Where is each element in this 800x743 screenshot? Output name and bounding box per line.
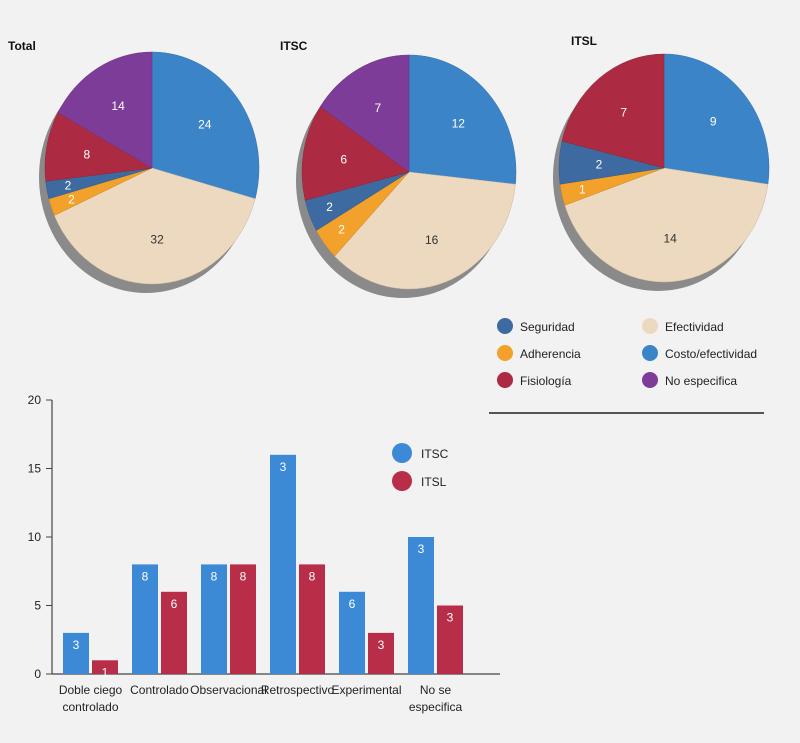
x-category-label: Experimental bbox=[331, 683, 401, 697]
x-category-label: Doble ciego controlado bbox=[59, 683, 123, 714]
y-ticks: 0 5 10 15 20 bbox=[28, 393, 52, 681]
bar-data-label: 6 bbox=[349, 597, 356, 611]
bar-data-label: 8 bbox=[240, 569, 247, 583]
bar-data-label: 3 bbox=[418, 542, 425, 556]
pie-title-total: Total bbox=[8, 39, 36, 53]
bar-data-label: 8 bbox=[309, 569, 316, 583]
pie-slice-label: 2 bbox=[338, 223, 345, 237]
bar-itsc bbox=[408, 537, 434, 674]
pie-slice-label: 14 bbox=[111, 99, 125, 113]
pie-slice-costo bbox=[663, 53, 770, 185]
pie-slice-noespecifica bbox=[319, 54, 410, 173]
bar-legend-label-itsl: ITSL bbox=[421, 475, 447, 489]
pie-legend: Seguridad Efectividad Adherencia Costo/e… bbox=[489, 318, 764, 414]
pie-slice-label: 24 bbox=[198, 117, 212, 131]
y-tick-label: 20 bbox=[28, 393, 42, 407]
pie-itsl: 9 14 12 7 bbox=[553, 53, 770, 291]
legend-swatch-efectividad bbox=[642, 318, 658, 334]
bar-data-label: 3 bbox=[280, 460, 287, 474]
pie-total: 24 32 22 8 14 bbox=[39, 51, 260, 293]
pie-title-itsl: ITSL bbox=[571, 34, 597, 48]
pie-itsc: 12 16 22 6 7 bbox=[296, 54, 517, 298]
bar-itsl bbox=[161, 591, 187, 674]
bar-itsc bbox=[63, 632, 89, 674]
pie-slice-label: 14 bbox=[664, 231, 678, 245]
x-category-label: Retrospectivo bbox=[261, 683, 335, 697]
legend-label-costo: Costo/efectividad bbox=[665, 347, 757, 361]
bar-data-label: 3 bbox=[378, 638, 385, 652]
x-categories: Doble ciego controlado Controlado Observaci… bbox=[59, 683, 463, 714]
bar-data-label: 8 bbox=[211, 569, 218, 583]
legend-swatch-costo bbox=[642, 345, 658, 361]
pie-slice-label: 7 bbox=[620, 105, 627, 119]
x-category-label: Controlado bbox=[130, 683, 189, 697]
pie-slice-label: 1 bbox=[579, 183, 586, 197]
x-category-label: Observacional bbox=[190, 683, 267, 697]
legend-label-adherencia: Adherencia bbox=[520, 347, 581, 361]
bar-data-label: 6 bbox=[171, 597, 178, 611]
bar-legend-swatch-itsc bbox=[392, 443, 412, 463]
bar-itsl bbox=[368, 632, 394, 674]
pie-slice-costo bbox=[151, 51, 260, 200]
pie-slice-label: 16 bbox=[425, 233, 439, 247]
legend-label-seguridad: Seguridad bbox=[520, 320, 575, 334]
x-category-label: No se especifica bbox=[409, 683, 463, 714]
legend-label-fisiologia: Fisiología bbox=[520, 374, 572, 388]
bar-legend-label-itsc: ITSC bbox=[421, 447, 449, 461]
legend-swatch-noespecifica bbox=[642, 372, 658, 388]
pie-slice-efectividad bbox=[564, 167, 769, 283]
pie-slice-noespecifica bbox=[57, 51, 153, 169]
y-tick-label: 0 bbox=[34, 667, 41, 681]
pie-slice-label: 6 bbox=[340, 152, 347, 166]
bar-itsl bbox=[299, 564, 325, 674]
bar-data-label: 8 bbox=[142, 569, 149, 583]
bar-data-label: 1 bbox=[102, 665, 109, 679]
bar-data-label: 3 bbox=[447, 611, 454, 625]
bar-legend-swatch-itsl bbox=[392, 471, 412, 491]
pie-slice-label: 2 bbox=[68, 192, 75, 206]
y-tick-label: 5 bbox=[34, 599, 41, 613]
y-tick-label: 10 bbox=[28, 530, 42, 544]
pie-slice-label: 7 bbox=[375, 101, 382, 115]
pie-slice-label: 32 bbox=[150, 233, 164, 247]
pie-slice-fisiologia bbox=[561, 53, 665, 169]
bar-legend: ITSC ITSL bbox=[392, 443, 449, 491]
bar-itsc bbox=[270, 454, 296, 674]
legend-label-noespecifica: No especifica bbox=[665, 374, 737, 388]
pie-title-itsc: ITSC bbox=[280, 39, 308, 53]
bar-data-label: 3 bbox=[73, 638, 80, 652]
pie-slice-costo bbox=[408, 54, 517, 185]
pie-slice-label: 9 bbox=[710, 115, 717, 129]
bar-marks: 3 1 8 6 8 8 3 8 6 3 3 3 bbox=[63, 454, 463, 679]
legend-swatch-adherencia bbox=[497, 345, 513, 361]
legend-swatch-seguridad bbox=[497, 318, 513, 334]
bar-itsl bbox=[437, 605, 463, 674]
legend-label-efectividad: Efectividad bbox=[665, 320, 724, 334]
bar-itsl bbox=[92, 660, 118, 674]
pie-slice-label: 12 bbox=[452, 116, 466, 130]
bar-itsl bbox=[230, 564, 256, 674]
pie-slice-efectividad bbox=[334, 171, 516, 290]
y-tick-label: 15 bbox=[28, 462, 42, 476]
pie-slice-label: 8 bbox=[84, 147, 91, 161]
pie-slice-label: 2 bbox=[596, 158, 603, 172]
pie-slice-fisiologia bbox=[301, 106, 410, 201]
bar-itsc bbox=[201, 564, 227, 674]
pie-slice-label: 2 bbox=[65, 179, 72, 193]
pie-slice-label: 2 bbox=[326, 200, 333, 214]
bar-chart: 0 5 10 15 20 3 1 8 6 8 8 3 8 6 3 3 3 Doble ciego control… bbox=[28, 393, 500, 714]
pie-slice-efectividad bbox=[54, 167, 256, 285]
bar-itsc bbox=[132, 564, 158, 674]
bar-itsc bbox=[339, 591, 365, 674]
legend-swatch-fisiologia bbox=[497, 372, 513, 388]
